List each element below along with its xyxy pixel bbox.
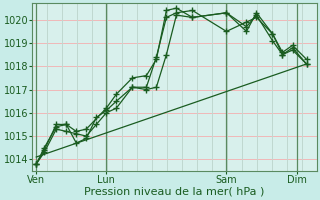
X-axis label: Pression niveau de la mer( hPa ): Pression niveau de la mer( hPa ) bbox=[84, 187, 265, 197]
